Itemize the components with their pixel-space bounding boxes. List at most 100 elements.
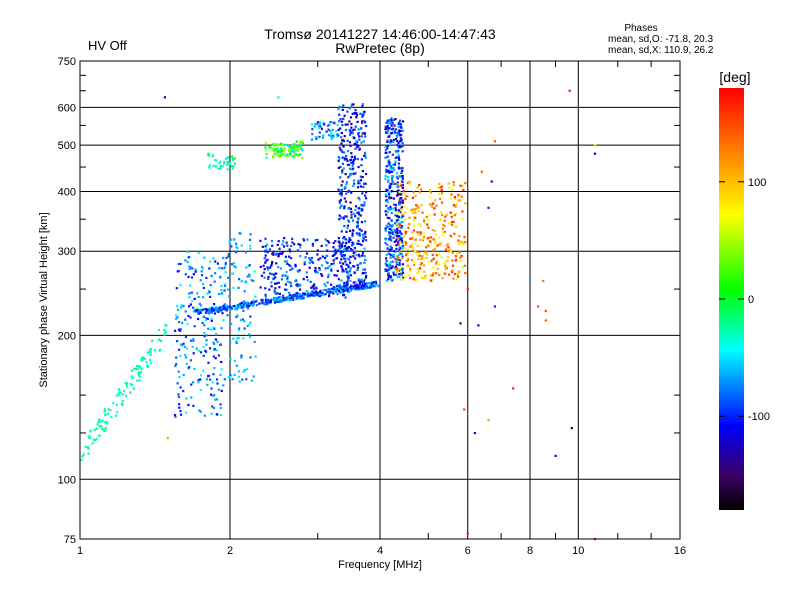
data-point: [303, 263, 306, 266]
data-point: [223, 289, 226, 292]
data-point: [308, 261, 311, 265]
data-point: [249, 244, 252, 247]
data-point: [301, 141, 304, 145]
data-point: [353, 271, 356, 274]
data-point: [275, 143, 278, 146]
data-point: [423, 222, 426, 225]
data-point: [242, 337, 245, 340]
data-point: [399, 137, 402, 140]
data-point: [330, 132, 333, 135]
data-point: [275, 148, 278, 151]
data-point: [399, 183, 402, 186]
data-point: [222, 305, 226, 308]
data-point: [237, 329, 240, 332]
data-point: [342, 217, 345, 220]
data-point: [402, 120, 405, 123]
data-point: [274, 282, 277, 285]
data-point: [338, 287, 341, 290]
data-point: [431, 278, 434, 282]
data-point: [308, 257, 311, 260]
data-point: [397, 141, 400, 144]
data-point: [388, 217, 391, 220]
data-point: [140, 371, 143, 374]
data-point: [291, 144, 294, 148]
data-point: [407, 258, 410, 261]
data-point: [296, 147, 299, 150]
data-point: [394, 209, 397, 212]
data-point: [115, 403, 118, 406]
data-point: [185, 411, 188, 414]
y-axis-label: Stationary phase Virtual Height [km]: [38, 212, 50, 387]
data-point: [458, 251, 461, 254]
data-point: [512, 387, 515, 390]
data-point: [460, 195, 463, 198]
data-point: [290, 284, 293, 288]
data-point: [376, 284, 379, 287]
data-point: [210, 307, 213, 310]
data-point: [94, 439, 97, 442]
data-point: [384, 177, 387, 180]
data-point: [443, 219, 446, 222]
data-point: [410, 243, 414, 246]
data-point: [214, 308, 217, 311]
data-point: [397, 215, 400, 218]
data-point: [174, 329, 177, 332]
data-point: [271, 273, 274, 276]
data-point: [92, 438, 96, 441]
data-point: [240, 356, 243, 359]
data-point: [385, 165, 388, 168]
data-point: [344, 215, 347, 218]
data-point: [299, 255, 302, 258]
data-point: [358, 148, 361, 151]
data-point: [397, 193, 400, 196]
data-point: [248, 333, 251, 336]
data-point: [294, 149, 297, 152]
data-point: [330, 283, 333, 286]
data-point: [487, 206, 490, 209]
data-point: [391, 260, 394, 263]
data-point: [416, 186, 419, 189]
data-point: [399, 208, 402, 211]
data-point: [440, 192, 444, 195]
data-point: [493, 140, 496, 143]
data-point: [359, 112, 362, 115]
data-point: [347, 239, 350, 242]
data-point: [252, 279, 255, 282]
data-point: [344, 257, 347, 260]
data-point: [107, 408, 110, 411]
data-point: [420, 188, 423, 191]
data-point: [179, 343, 183, 346]
data-point: [350, 122, 353, 126]
data-point: [131, 377, 134, 380]
data-point: [319, 257, 322, 260]
data-point: [286, 280, 289, 283]
data-point: [220, 389, 223, 392]
data-point: [157, 328, 160, 332]
data-point: [347, 220, 351, 223]
data-point: [266, 258, 269, 261]
data-point: [440, 185, 444, 188]
data-point: [395, 270, 399, 273]
data-point: [395, 175, 398, 178]
data-point: [317, 127, 320, 130]
data-point: [349, 269, 352, 272]
data-point: [392, 127, 395, 130]
data-point: [459, 199, 462, 202]
data-point: [112, 401, 115, 405]
data-point: [346, 224, 350, 227]
data-point: [202, 286, 205, 290]
data-point: [435, 254, 438, 257]
data-point: [340, 258, 343, 261]
data-point: [392, 140, 395, 144]
data-point: [218, 267, 221, 270]
data-point: [286, 262, 289, 265]
data-point: [163, 96, 166, 99]
data-point: [279, 252, 282, 255]
data-point: [176, 304, 179, 308]
data-point: [216, 262, 219, 265]
data-point: [271, 261, 274, 264]
data-point: [351, 161, 354, 165]
data-point: [460, 254, 463, 258]
data-point: [388, 265, 391, 269]
data-point: [452, 181, 455, 184]
